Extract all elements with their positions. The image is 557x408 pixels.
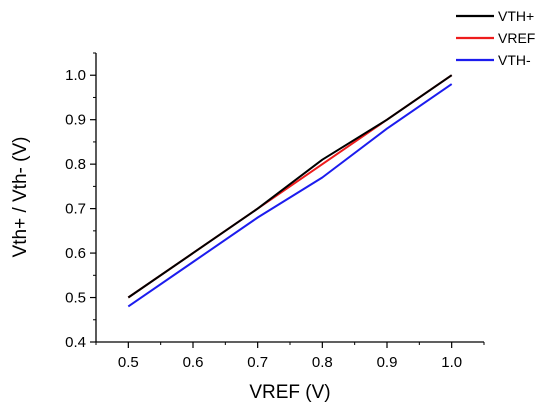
x-tick-label: 1.0: [441, 354, 462, 371]
x-tick-label: 0.6: [183, 354, 204, 371]
series-layer: [127, 74, 453, 308]
x-tick-label: 0.7: [247, 354, 268, 371]
y-tick-label: 1.0: [65, 67, 86, 84]
y-tick-label: 0.7: [65, 201, 86, 218]
axes: 0.5 0.6 0.7 0.8 0.9 1.0 0.4 0.5 0.6 0.7 0.8 0.9 1.0: [65, 52, 485, 371]
y-tick-label: 0.4: [65, 334, 86, 351]
legend-label: VREF: [498, 30, 535, 46]
y-axis-title: Vth+ / Vth- (V): [10, 137, 31, 258]
x-axis-title: VREF (V): [249, 382, 330, 403]
y-tick-label: 0.8: [65, 156, 86, 173]
legend-label: VTH+: [498, 8, 534, 24]
y-tick-label: 0.9: [65, 112, 86, 129]
series-line-vth: [127, 83, 453, 308]
x-tick-label: 0.5: [118, 354, 139, 371]
y-tick-label: 0.6: [65, 245, 86, 262]
legend: VTH+ VREF VTH-: [456, 8, 535, 68]
x-tick-label: 0.9: [377, 354, 398, 371]
legend-label: VTH-: [498, 52, 531, 68]
series-line-vth: [127, 74, 453, 299]
y-tick-label: 0.5: [65, 290, 86, 307]
x-tick-label: 0.8: [312, 354, 333, 371]
